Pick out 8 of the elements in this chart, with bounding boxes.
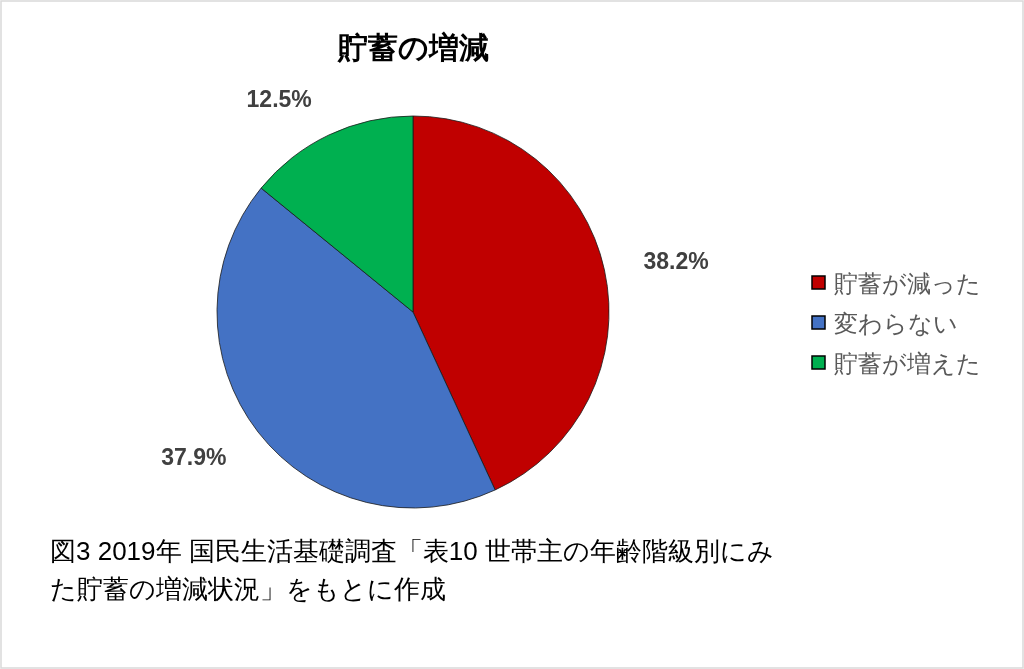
data-label: 37.9% bbox=[161, 443, 227, 470]
legend-label: 変わらない bbox=[834, 310, 958, 337]
chart-title: 貯蓄の増減 bbox=[336, 31, 489, 64]
legend-label: 貯蓄が減った bbox=[834, 270, 981, 297]
legend-label: 貯蓄が増えた bbox=[834, 350, 981, 377]
caption: 図3 2019年 国民生活基礎調査「表10 世帯主の年齢階級別にみた貯蓄の増減状況」をもとに作成 bbox=[50, 536, 774, 604]
data-label: 38.2% bbox=[643, 248, 709, 275]
data-label: 12.5% bbox=[246, 85, 312, 112]
